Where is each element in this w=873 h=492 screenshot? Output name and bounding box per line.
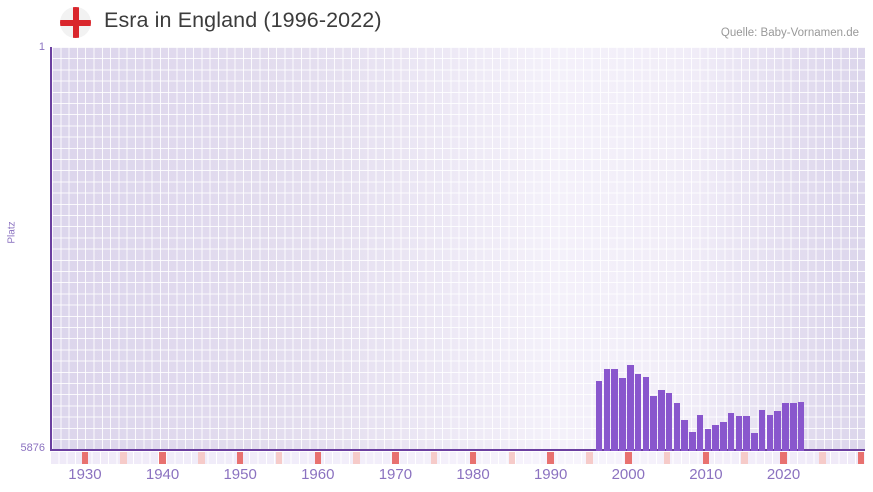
x-axis-tick-mark	[275, 452, 283, 464]
bar[interactable]	[774, 410, 781, 451]
bar[interactable]	[689, 432, 696, 451]
y-axis-tick-top: 1	[38, 41, 45, 53]
x-axis-tick-mark	[198, 452, 205, 464]
bar-series	[52, 47, 867, 451]
bar[interactable]	[704, 429, 712, 451]
x-axis-tick-label: 1940	[145, 466, 180, 483]
bar[interactable]	[758, 410, 766, 451]
bar[interactable]	[619, 377, 626, 451]
bar[interactable]	[681, 419, 688, 451]
bar[interactable]	[642, 377, 650, 451]
bar[interactable]	[665, 392, 673, 451]
x-axis-tick-mark	[624, 452, 632, 464]
chart-header: Esra in England (1996-2022) Quelle: Baby…	[0, 0, 873, 45]
bar[interactable]	[782, 403, 789, 451]
bar[interactable]	[735, 415, 743, 451]
bar[interactable]	[751, 433, 758, 451]
x-axis-tick-mark	[819, 452, 826, 464]
y-axis-tick-bottom: 5876	[20, 442, 45, 454]
bar[interactable]	[712, 425, 719, 451]
england-flag-icon	[60, 7, 91, 38]
x-axis-tick-mark	[430, 452, 438, 464]
x-axis-tick-mark	[586, 452, 593, 464]
x-axis-tick-mark	[392, 452, 399, 464]
x-axis-tick-label: 1990	[533, 466, 568, 483]
x-axis-tick-mark	[663, 452, 671, 464]
x-axis-tick-mark	[547, 452, 554, 464]
x-axis-tick-mark	[857, 452, 865, 464]
flag-cross-horizontal	[60, 19, 91, 26]
bar[interactable]	[696, 414, 704, 451]
x-axis-tick-mark	[314, 452, 322, 464]
bar[interactable]	[595, 381, 603, 451]
bar[interactable]	[797, 402, 805, 451]
bar[interactable]	[626, 365, 634, 451]
bar[interactable]	[603, 369, 611, 451]
x-axis-tick-mark	[120, 452, 127, 464]
bar[interactable]	[673, 403, 681, 451]
chart-source-label: Quelle: Baby-Vornamen.de	[720, 27, 859, 39]
bar[interactable]	[727, 413, 735, 451]
y-axis-title: Platz	[6, 221, 18, 244]
x-axis-tick-label: 2000	[611, 466, 645, 483]
x-axis-tick-mark	[81, 452, 89, 464]
x-axis-tick-label: 1960	[301, 466, 335, 483]
x-axis-tick-mark	[508, 452, 516, 464]
x-axis-tick-mark	[469, 452, 477, 464]
x-axis-tick-label: 2020	[766, 466, 801, 483]
x-axis-tick-mark	[702, 452, 710, 464]
x-axis-tick-mark	[353, 452, 360, 464]
x-axis-tick-mark	[780, 452, 787, 464]
x-axis-tick-label: 1970	[378, 466, 413, 483]
bar[interactable]	[743, 416, 750, 451]
bar[interactable]	[650, 396, 657, 451]
x-axis-tick-label: 1980	[456, 466, 490, 483]
bar[interactable]	[789, 403, 797, 451]
chart-title: Esra in England (1996-2022)	[104, 8, 382, 32]
x-axis-tick-label: 2010	[689, 466, 723, 483]
bar[interactable]	[634, 374, 642, 451]
x-axis-labels: 1930 1940 1950 1960 1970 1980 1990 2000 2010 2020	[0, 466, 873, 490]
bar[interactable]	[720, 421, 727, 451]
x-axis-tick-label: 1930	[68, 466, 102, 483]
x-axis-tick-mark	[159, 452, 166, 464]
x-axis-tick-label: 1950	[223, 466, 257, 483]
plot-area	[50, 47, 865, 451]
bar[interactable]	[611, 369, 618, 451]
bar[interactable]	[766, 414, 774, 451]
x-axis-tick-mark	[741, 452, 748, 464]
x-axis-tick-band	[50, 452, 865, 464]
bar[interactable]	[658, 390, 665, 451]
x-axis-tick-mark	[236, 452, 244, 464]
